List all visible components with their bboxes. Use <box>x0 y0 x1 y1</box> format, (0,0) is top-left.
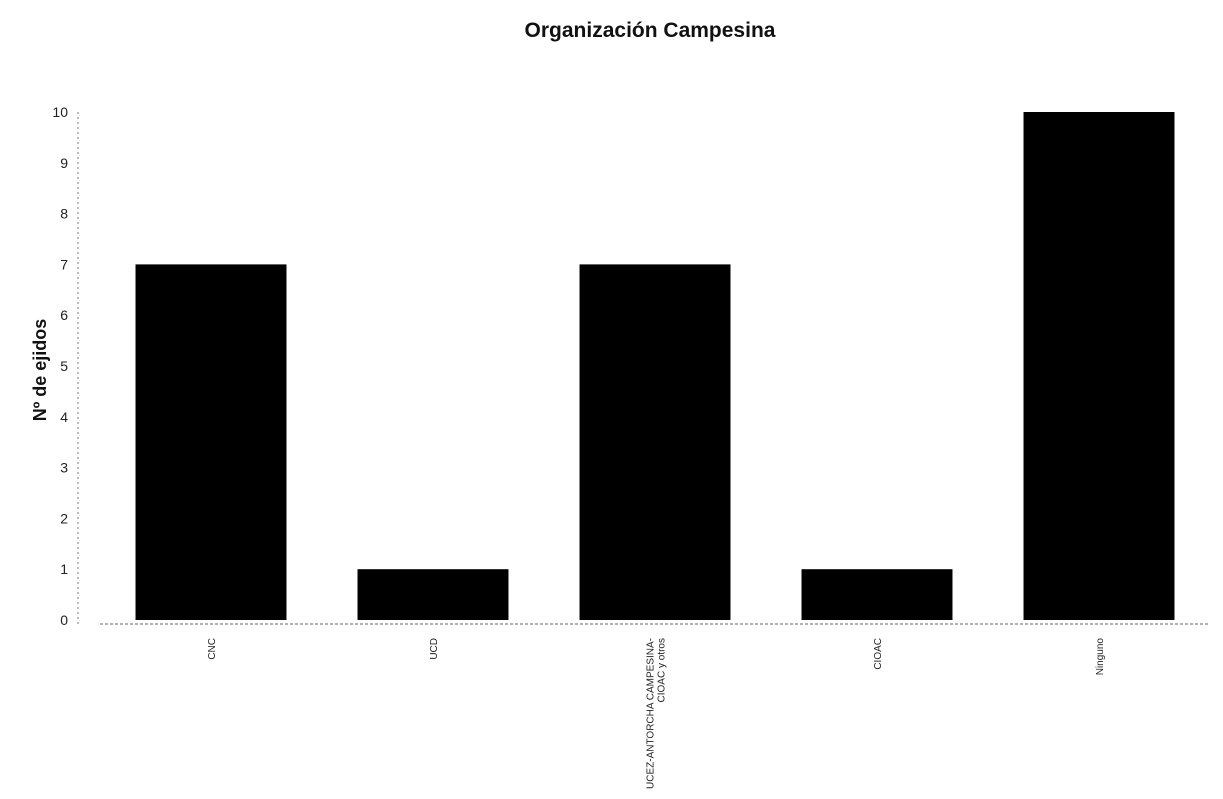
bar-3 <box>801 569 953 620</box>
x-tick-label-line: UCEZ-ANTORCHA CAMPESINA- <box>646 638 657 789</box>
x-tick-label: Ninguno <box>1095 638 1106 676</box>
bar-1 <box>357 569 509 620</box>
x-tick-label-line: CNC <box>207 638 218 660</box>
x-tick-label-line: CIOAC <box>873 638 884 670</box>
y-tick-label: 8 <box>60 206 68 222</box>
y-axis-label: Nº de ejidos <box>30 319 50 422</box>
x-tick-label-line: UCD <box>429 638 440 660</box>
y-tick-label: 1 <box>60 561 68 577</box>
bar-2 <box>579 264 731 620</box>
x-tick-label-line: Ninguno <box>1095 638 1106 676</box>
bar-0 <box>135 264 287 620</box>
y-tick-label: 5 <box>60 358 68 374</box>
bar-4 <box>1023 112 1175 620</box>
y-tick-label: 7 <box>60 256 68 272</box>
x-tick-label-line: CIOAC y otros <box>657 638 668 702</box>
y-tick-label: 0 <box>60 612 68 628</box>
bars-group <box>135 112 1175 620</box>
y-tick-label: 3 <box>60 460 68 476</box>
y-tick-label: 6 <box>60 307 68 323</box>
y-axis-ticks: 0 1 2 3 4 5 6 7 8 9 10 <box>52 104 68 628</box>
x-tick-label: CNC <box>207 638 218 660</box>
x-tick-label: UCEZ-ANTORCHA CAMPESINA- CIOAC y otros <box>646 638 668 789</box>
y-tick-label: 2 <box>60 510 68 526</box>
x-tick-label: UCD <box>429 638 440 660</box>
x-axis-ticks: CNC UCD UCEZ-ANTORCHA CAMPESINA- CIOAC y ot… <box>207 638 1106 789</box>
y-tick-label: 4 <box>60 409 68 425</box>
y-tick-label: 9 <box>60 155 68 171</box>
y-tick-label: 10 <box>52 104 68 120</box>
chart-title: Organización Campesina <box>525 19 776 42</box>
x-tick-label: CIOAC <box>873 638 884 670</box>
